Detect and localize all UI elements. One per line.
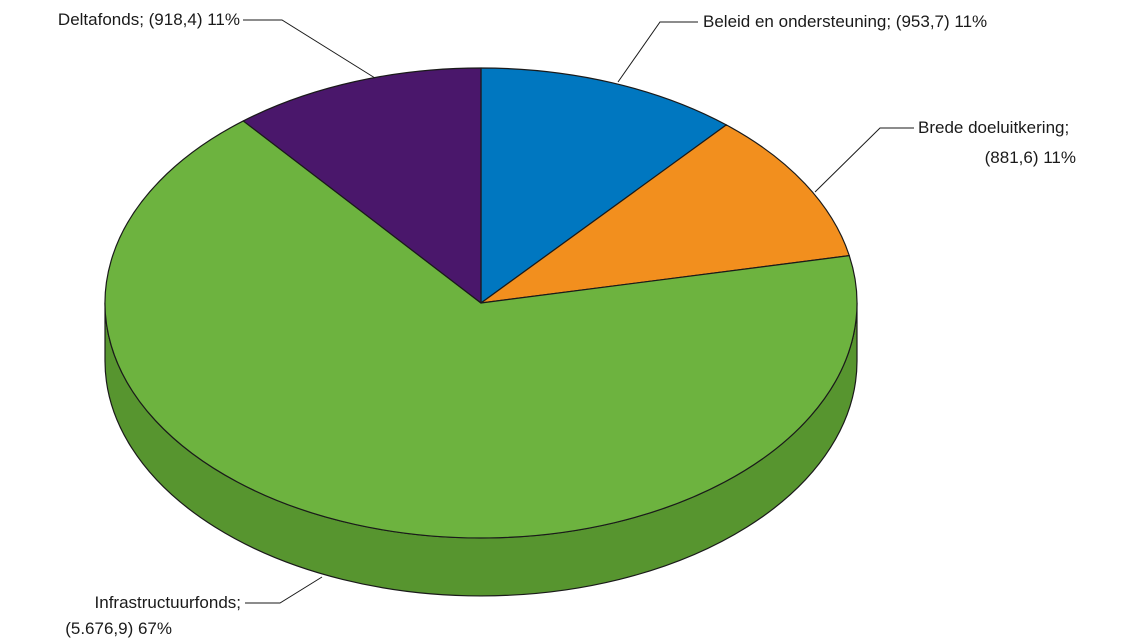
pie-slice-deltafonds [242,67,482,304]
label-brede-line1: Brede doeluitkering; [918,118,1069,137]
label-infrastructuur-line1: Infrastructuurfonds; [95,593,241,612]
leader-lines [243,19,914,604]
slice-labels: Beleid en ondersteuning; (953,7) 11% Bre… [58,10,1076,638]
leader-line-delta [243,19,376,79]
leader-line-brede [814,127,914,193]
pie-slice-beleid-en-ondersteuning [480,67,727,304]
pie-slice-infrastructuurfonds [104,120,858,539]
pie-slices [104,67,858,539]
label-infrastructuur-line2: (5.676,9) 67% [65,619,172,638]
label-brede-line2: (881,6) 11% [985,148,1076,167]
label-beleid: Beleid en ondersteuning; (953,7) 11% [703,12,987,31]
label-delta: Deltafonds; (918,4) 11% [58,10,240,29]
leader-line-beleid [617,21,698,83]
pie-slice-brede-doeluitkering [480,124,850,304]
leader-line-infrastructuur [245,576,323,604]
